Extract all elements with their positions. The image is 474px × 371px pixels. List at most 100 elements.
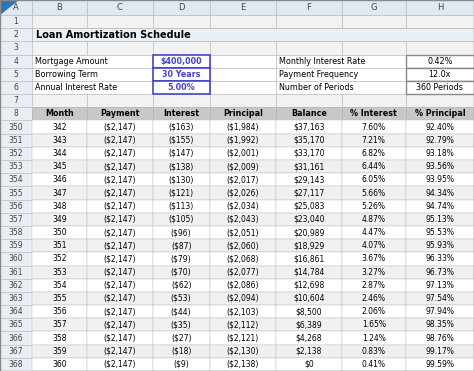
Bar bbox=[32, 213, 87, 226]
Text: Borrowing Term: Borrowing Term bbox=[35, 70, 98, 79]
Text: Month: Month bbox=[45, 109, 73, 118]
Bar bbox=[342, 0, 406, 15]
Bar bbox=[276, 68, 342, 81]
Bar bbox=[406, 28, 474, 42]
Text: 5.66%: 5.66% bbox=[362, 188, 386, 197]
Bar bbox=[87, 121, 153, 134]
Text: ($2,086): ($2,086) bbox=[227, 281, 259, 290]
Bar bbox=[32, 134, 87, 147]
Bar bbox=[276, 279, 342, 292]
Bar bbox=[406, 226, 474, 239]
Bar bbox=[0, 28, 32, 42]
Text: 94.34%: 94.34% bbox=[425, 188, 454, 197]
Text: 6.44%: 6.44% bbox=[362, 162, 386, 171]
Bar bbox=[153, 252, 210, 266]
Bar bbox=[276, 239, 342, 252]
Text: 97.54%: 97.54% bbox=[425, 294, 454, 303]
Bar bbox=[276, 345, 342, 358]
Bar bbox=[87, 160, 153, 173]
Bar bbox=[87, 318, 153, 331]
Text: ($79): ($79) bbox=[171, 255, 191, 263]
Bar bbox=[276, 226, 342, 239]
Bar bbox=[342, 147, 406, 160]
Text: ($2,147): ($2,147) bbox=[103, 255, 136, 263]
Bar bbox=[0, 213, 32, 226]
Text: 351: 351 bbox=[9, 136, 23, 145]
Bar bbox=[210, 68, 276, 81]
Text: 2.06%: 2.06% bbox=[362, 307, 386, 316]
Bar bbox=[32, 318, 87, 331]
Bar bbox=[406, 134, 474, 147]
Text: $31,161: $31,161 bbox=[293, 162, 324, 171]
Bar bbox=[153, 292, 210, 305]
Polygon shape bbox=[0, 0, 19, 15]
Bar bbox=[406, 42, 474, 55]
Bar bbox=[0, 331, 32, 345]
Bar bbox=[153, 55, 210, 68]
Text: 95.93%: 95.93% bbox=[425, 241, 454, 250]
Bar bbox=[153, 55, 210, 68]
Bar bbox=[342, 147, 406, 160]
Bar bbox=[276, 186, 342, 200]
Bar bbox=[276, 107, 342, 121]
Text: $33,170: $33,170 bbox=[293, 149, 325, 158]
Bar bbox=[32, 147, 87, 160]
Text: 352: 352 bbox=[9, 149, 23, 158]
Bar bbox=[210, 239, 276, 252]
Bar bbox=[87, 200, 153, 213]
Bar bbox=[153, 68, 210, 81]
Bar bbox=[87, 252, 153, 266]
Bar bbox=[153, 345, 210, 358]
Text: ($2,147): ($2,147) bbox=[103, 136, 136, 145]
Text: ($2,147): ($2,147) bbox=[103, 122, 136, 132]
Text: 97.94%: 97.94% bbox=[425, 307, 454, 316]
Bar bbox=[153, 28, 210, 42]
Bar bbox=[276, 147, 342, 160]
Bar bbox=[32, 266, 87, 279]
Bar bbox=[32, 305, 87, 318]
Bar bbox=[276, 134, 342, 147]
Bar bbox=[210, 345, 276, 358]
Text: G: G bbox=[371, 3, 377, 12]
Text: ($1,984): ($1,984) bbox=[227, 122, 259, 132]
Bar bbox=[342, 160, 406, 173]
Bar bbox=[153, 239, 210, 252]
Text: ($2,009): ($2,009) bbox=[227, 162, 259, 171]
Bar bbox=[87, 121, 153, 134]
Text: 4.07%: 4.07% bbox=[362, 241, 386, 250]
Bar bbox=[0, 42, 32, 55]
Bar bbox=[406, 279, 474, 292]
Text: 96.73%: 96.73% bbox=[425, 267, 454, 277]
Bar bbox=[0, 147, 32, 160]
Bar bbox=[406, 81, 474, 94]
Text: 12.0x: 12.0x bbox=[428, 70, 451, 79]
Bar bbox=[406, 318, 474, 331]
Bar bbox=[342, 226, 406, 239]
Bar bbox=[153, 160, 210, 173]
Bar bbox=[210, 305, 276, 318]
Bar bbox=[210, 213, 276, 226]
Bar bbox=[210, 318, 276, 331]
Text: $10,604: $10,604 bbox=[293, 294, 325, 303]
Bar bbox=[153, 318, 210, 331]
Bar bbox=[342, 252, 406, 266]
Text: D: D bbox=[178, 3, 184, 12]
Bar bbox=[210, 81, 276, 94]
Bar bbox=[276, 305, 342, 318]
Text: 353: 353 bbox=[52, 267, 66, 277]
Bar bbox=[342, 305, 406, 318]
Bar bbox=[87, 292, 153, 305]
Bar bbox=[276, 200, 342, 213]
Bar bbox=[276, 147, 342, 160]
Bar bbox=[406, 173, 474, 186]
Bar bbox=[406, 318, 474, 331]
Bar bbox=[210, 292, 276, 305]
Bar bbox=[87, 213, 153, 226]
Text: 30 Years: 30 Years bbox=[162, 70, 201, 79]
Text: ($27): ($27) bbox=[171, 334, 191, 342]
Text: $400,000: $400,000 bbox=[160, 57, 202, 66]
Text: 93.18%: 93.18% bbox=[426, 149, 454, 158]
Text: 368: 368 bbox=[9, 360, 23, 369]
Text: ($155): ($155) bbox=[168, 136, 194, 145]
Text: 363: 363 bbox=[9, 294, 23, 303]
